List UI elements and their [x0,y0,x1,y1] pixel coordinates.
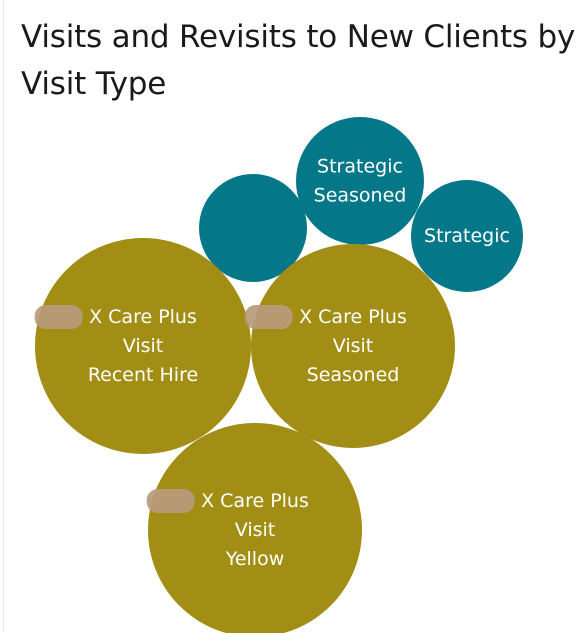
bubble-circle-care-plus-seasoned[interactable] [251,244,455,448]
bubble-care-plus-recent-hire[interactable]: X Care Plus Visit Recent Hire [34,238,251,454]
chart-title: Visits and Revisits to New Clients by Vi… [21,19,576,102]
redaction-mark [34,305,83,329]
bubble-label: Visit [235,519,276,541]
bubble-label: Seasoned [307,364,400,386]
bubble-label: X Care Plus [299,306,407,328]
bubble-label: Strategic [317,156,403,178]
bubble-label: Visit [123,335,164,357]
bubble-label: Visit [333,335,374,357]
bubble-strategic[interactable]: Strategic [411,180,523,292]
bubble-unlabeled-teal[interactable] [199,174,307,282]
bubble-circle-strategic-seasoned[interactable] [296,117,424,245]
redaction-mark [146,489,195,513]
bubble-circle-strategic[interactable] [411,180,523,292]
left-divider [3,0,4,633]
bubble-label: Seasoned [314,185,407,207]
bubble-circle-care-plus-yellow[interactable] [148,423,362,633]
bubble-label: X Care Plus [201,490,309,512]
bubble-circle-care-plus-recent-hire[interactable] [35,238,251,454]
bubble-label: X Care Plus [89,306,197,328]
bubble-label: Yellow [225,548,285,570]
bubble-care-plus-yellow[interactable]: X Care Plus Visit Yellow [146,423,362,633]
bubble-strategic-seasoned[interactable]: Strategic Seasoned [296,117,424,245]
bubble-circle-unlabeled-teal[interactable] [199,174,307,282]
bubble-label: Recent Hire [88,364,198,386]
redaction-mark [244,305,293,329]
bubble-care-plus-seasoned[interactable]: X Care Plus Visit Seasoned [244,244,455,448]
bubble-label: Strategic [424,225,510,247]
